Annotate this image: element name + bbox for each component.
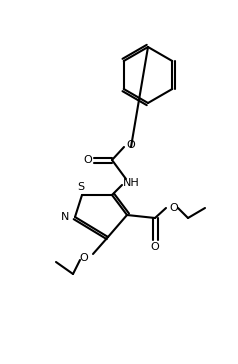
- Text: O: O: [84, 155, 92, 165]
- Text: O: O: [170, 203, 178, 213]
- Text: O: O: [80, 253, 88, 263]
- Text: S: S: [77, 182, 84, 192]
- Text: NH: NH: [123, 178, 139, 188]
- Text: O: O: [127, 140, 135, 150]
- Text: O: O: [151, 242, 159, 252]
- Text: N: N: [61, 212, 69, 222]
